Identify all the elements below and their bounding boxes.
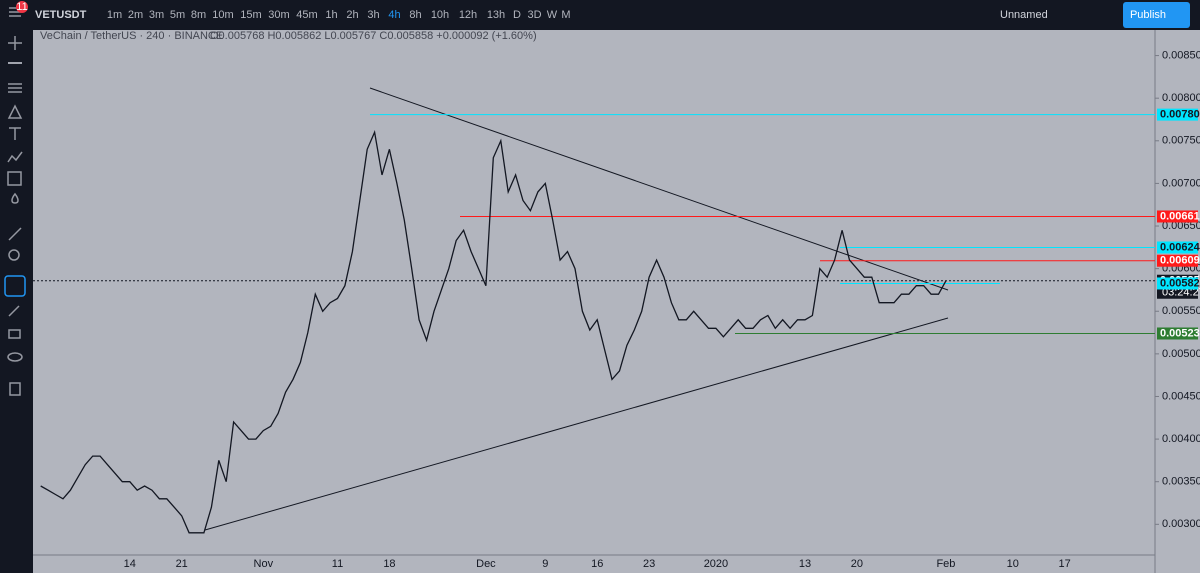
plot-area bbox=[33, 30, 1155, 555]
interval-button[interactable]: 30m bbox=[268, 9, 289, 21]
badge bbox=[16, 1, 28, 13]
price-tag-label: 0.006093 bbox=[1160, 255, 1200, 267]
price-tag bbox=[1157, 108, 1198, 121]
shapes-tool[interactable] bbox=[7, 171, 22, 186]
price-tag-label: 0.005826 bbox=[1160, 277, 1200, 289]
interval-button[interactable]: 10m bbox=[212, 9, 233, 21]
interval-button[interactable]: 4h bbox=[388, 9, 400, 21]
x-tick-label: 20 bbox=[851, 558, 863, 570]
interval-button[interactable]: 13h bbox=[487, 9, 505, 21]
trend-line bbox=[369, 87, 949, 291]
price-tag-label: 0.005239 bbox=[1160, 327, 1200, 339]
zoom-tool[interactable] bbox=[8, 249, 20, 261]
time-axis bbox=[33, 555, 1155, 573]
y-tick-label: 0.008500 bbox=[1162, 49, 1200, 61]
x-tick-label: 14 bbox=[124, 558, 136, 570]
interval-button[interactable]: 45m bbox=[296, 9, 317, 21]
interval-button[interactable]: 5m bbox=[170, 9, 185, 21]
interval-button[interactable]: 15m bbox=[240, 9, 261, 21]
legend-title: VeChain / TetherUS · 240 · BINANCE bbox=[40, 30, 223, 42]
forecast-tool[interactable] bbox=[7, 151, 23, 163]
pattern-tool[interactable] bbox=[7, 104, 23, 119]
price-tag-label: 0.006248 bbox=[1160, 241, 1200, 253]
countdown: 03:24:27 bbox=[1162, 287, 1200, 299]
legend-ohlc: O0.005768 H0.005862 L0.005767 C0.005858 … bbox=[210, 30, 537, 42]
interval-button[interactable]: 1h bbox=[325, 9, 337, 21]
interval-button[interactable]: 12h bbox=[459, 9, 477, 21]
x-tick-label: 21 bbox=[176, 558, 188, 570]
price-tag-label: 0.006612 bbox=[1160, 210, 1200, 222]
interval-button[interactable]: M bbox=[561, 9, 570, 21]
interval-button[interactable]: 1m bbox=[107, 9, 122, 21]
interval-button[interactable]: 3D bbox=[527, 9, 541, 21]
price-line bbox=[40, 130, 947, 534]
interval-button[interactable]: 2h bbox=[346, 9, 358, 21]
text-tool[interactable] bbox=[9, 127, 21, 140]
interval-button[interactable]: 8h bbox=[409, 9, 421, 21]
x-tick-label: 11 bbox=[332, 558, 343, 570]
price-tag bbox=[1157, 254, 1198, 267]
x-tick-label: 18 bbox=[383, 558, 395, 570]
x-tick-label: Feb bbox=[936, 558, 955, 570]
x-tick-label: 23 bbox=[643, 558, 655, 570]
interval-button[interactable]: W bbox=[547, 9, 558, 21]
interval-button[interactable]: 10h bbox=[431, 9, 449, 21]
interval-button[interactable]: D bbox=[513, 9, 521, 21]
crosshair-tool[interactable] bbox=[8, 36, 22, 50]
price-tag bbox=[1157, 327, 1198, 340]
fib-tool[interactable] bbox=[8, 83, 22, 93]
trend-line bbox=[204, 317, 949, 531]
countdown-tag bbox=[1157, 286, 1198, 299]
delete-tool[interactable] bbox=[9, 382, 21, 396]
x-tick-label: 9 bbox=[542, 558, 548, 570]
top-bar bbox=[0, 0, 1200, 30]
x-tick-label: 16 bbox=[591, 558, 603, 570]
magnet-tool[interactable] bbox=[4, 275, 26, 297]
tool-icons bbox=[4, 7, 26, 396]
ruler-tool[interactable] bbox=[8, 227, 22, 241]
brush-tool[interactable] bbox=[11, 192, 19, 204]
x-tick-label: 10 bbox=[1007, 558, 1019, 570]
price-tag bbox=[1157, 241, 1198, 254]
price-tag bbox=[1157, 210, 1198, 223]
publish-button[interactable] bbox=[1123, 2, 1190, 28]
price-tag bbox=[1157, 277, 1198, 290]
x-tick-label: 13 bbox=[799, 558, 811, 570]
interval-button[interactable]: 8m bbox=[191, 9, 206, 21]
symbol[interactable]: VETUSDT bbox=[35, 9, 87, 21]
price-tag-label: 0.007807 bbox=[1160, 109, 1200, 121]
layout-name[interactable]: Unnamed bbox=[1000, 9, 1048, 21]
lock-drawings[interactable] bbox=[8, 305, 20, 317]
publish-label[interactable]: Publish bbox=[1130, 9, 1166, 21]
interval-button[interactable]: 3m bbox=[149, 9, 164, 21]
lock-tool[interactable] bbox=[8, 329, 21, 339]
badge-count: 11 bbox=[16, 1, 27, 13]
x-tick-label: Dec bbox=[476, 558, 496, 570]
visibility-tool[interactable] bbox=[7, 352, 23, 362]
left-toolbar bbox=[0, 30, 30, 573]
x-tick-label: 17 bbox=[1059, 558, 1071, 570]
x-tick-label: 2020 bbox=[704, 558, 728, 570]
x-tick-label: Nov bbox=[254, 558, 274, 570]
interval-button[interactable]: 2m bbox=[128, 9, 143, 21]
interval-button[interactable]: 3h bbox=[367, 9, 379, 21]
